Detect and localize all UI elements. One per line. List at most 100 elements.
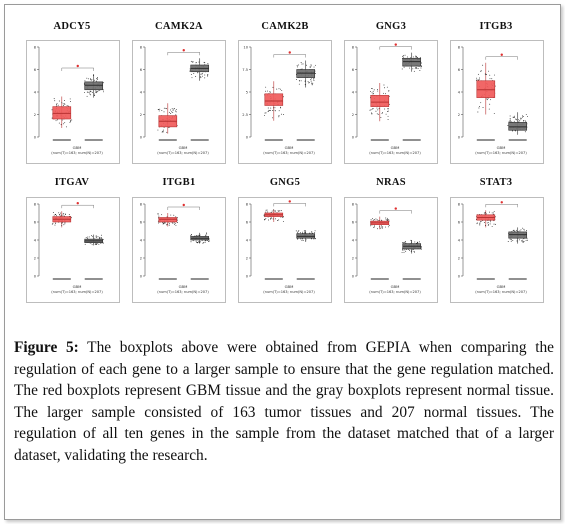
tumor-point <box>386 219 388 221</box>
tumor-point <box>165 224 167 226</box>
normal-point <box>522 115 524 117</box>
sample-size-label: (num(T)=163; num(N)=207) <box>475 290 527 294</box>
normal-point <box>298 83 300 85</box>
tumor-point <box>493 74 495 76</box>
normal-point <box>315 73 316 74</box>
normal-point <box>407 56 409 58</box>
tumor-point <box>380 219 382 221</box>
tumor-point <box>68 214 70 216</box>
tumor-point <box>279 106 281 108</box>
boxplot-chart: 0 2 4 6 8 GBM(num(T)=163; num(N)=207) <box>246 200 316 294</box>
normal-point <box>314 238 316 240</box>
normal-point <box>202 242 204 244</box>
normal-point <box>195 62 197 64</box>
normal-point <box>414 67 416 69</box>
tumor-point <box>55 223 57 225</box>
figure-caption: Figure 5: The boxplots above were obtain… <box>14 337 554 466</box>
normal-point <box>91 236 93 238</box>
tumor-point <box>380 117 382 118</box>
sample-size-label: (num(T)=163; num(N)=207) <box>475 151 527 155</box>
boxplot-panel: 0 2 4 6 8 GBM (num(T)=163; num(N)=207) <box>344 197 438 303</box>
y-tick-label: 8 <box>34 203 37 207</box>
normal-point <box>300 62 302 63</box>
tumor-point <box>488 108 490 110</box>
sample-size-label: (num(T)=163; num(N)=207) <box>263 290 315 294</box>
tumor-point <box>170 214 172 216</box>
tumor-point <box>373 226 375 228</box>
tumor-point <box>493 223 495 225</box>
tumor-point <box>380 227 382 229</box>
normal-point <box>305 240 307 242</box>
x-axis-label: GBM <box>179 284 188 289</box>
x-axis-label: GBM <box>73 145 82 150</box>
tumor-point <box>277 220 278 221</box>
normal-point <box>296 65 298 67</box>
tumor-point <box>370 109 372 111</box>
tumor-point <box>385 218 387 220</box>
normal-point <box>526 230 528 232</box>
tumor-point <box>61 222 62 224</box>
tumor-point <box>266 209 268 211</box>
tumor-point <box>495 223 497 225</box>
significance-star <box>182 49 185 52</box>
normal-point <box>90 94 92 96</box>
normal-point <box>197 72 198 74</box>
boxplot-panel: 0 2 4 6 8 GBM (num(T)=163; num(N)=207) <box>26 197 120 303</box>
normal-point <box>96 77 98 78</box>
normal-box <box>508 122 528 131</box>
tumor-point <box>175 224 177 226</box>
tumor-point <box>174 223 176 224</box>
normal-point <box>94 243 96 245</box>
normal-point <box>192 240 194 242</box>
y-tick-label: 2 <box>246 257 248 261</box>
normal-point <box>313 238 315 240</box>
normal-point <box>525 113 527 115</box>
significance-star <box>76 64 79 68</box>
gene-title: GNG5 <box>269 177 301 188</box>
normal-point <box>199 76 201 78</box>
tumor-point <box>373 89 375 91</box>
normal-point <box>204 74 206 76</box>
tumor-box <box>370 95 390 107</box>
boxplot-chart: 0 2 4 6 8 GBM(num(T)=163; num(N)=207) <box>34 46 105 155</box>
normal-point <box>98 237 100 239</box>
tumor-point <box>486 222 488 224</box>
normal-point <box>103 82 105 84</box>
tumor-point <box>51 117 53 119</box>
normal-point <box>520 240 522 242</box>
normal-point <box>297 231 299 233</box>
normal-point <box>513 115 515 117</box>
tumor-point <box>278 219 280 221</box>
normal-point <box>297 238 299 240</box>
tumor-point <box>371 113 373 115</box>
figure-label: Figure 5: <box>14 339 79 357</box>
normal-point <box>95 91 97 93</box>
tumor-point <box>370 219 372 221</box>
tumor-point <box>162 130 164 132</box>
normal-point <box>310 65 312 67</box>
y-tick-label: 0 <box>246 275 249 279</box>
y-tick-label: 0 <box>458 275 461 279</box>
normal-point <box>93 93 95 95</box>
sample-size-label: (num(T)=163; num(N)=207) <box>51 151 103 155</box>
normal-point <box>207 240 209 241</box>
normal-point <box>207 74 209 76</box>
tumor-point <box>377 109 379 111</box>
tumor-point <box>479 222 481 224</box>
normal-point <box>512 240 514 241</box>
normal-point <box>510 240 512 242</box>
tumor-point <box>484 212 486 213</box>
normal-point <box>413 250 415 252</box>
tumor-point <box>386 86 388 88</box>
normal-point <box>520 229 522 231</box>
y-tick-label: 2 <box>140 257 142 261</box>
normal-point <box>304 80 306 82</box>
tumor-point <box>266 90 268 92</box>
normal-point <box>518 119 520 121</box>
normal-point <box>198 61 200 63</box>
tumor-point <box>173 214 175 216</box>
normal-point <box>199 234 201 236</box>
normal-point <box>417 56 419 58</box>
normal-point <box>100 237 102 239</box>
normal-point <box>412 56 414 58</box>
